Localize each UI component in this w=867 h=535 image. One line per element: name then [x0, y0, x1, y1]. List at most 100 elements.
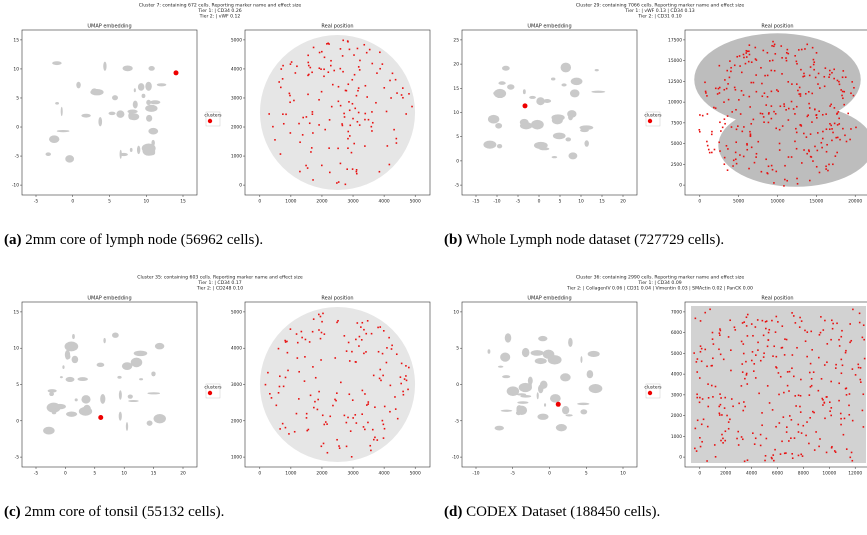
cell-dot — [720, 397, 722, 399]
cell-dot — [341, 123, 343, 125]
cell-dot — [858, 312, 861, 315]
cell-dot — [704, 81, 706, 84]
cell-dot — [713, 106, 715, 109]
cell-dot — [852, 94, 855, 97]
cell-dot — [823, 364, 826, 366]
cell-dot — [382, 423, 385, 426]
umap-cluster — [147, 392, 161, 395]
cell-dot — [307, 61, 310, 64]
cell-dot — [832, 131, 834, 134]
cell-dot — [806, 331, 809, 333]
panel-title: Cluster 29: containing 7066 cells. Repor… — [576, 3, 745, 9]
cell-dot — [348, 48, 351, 51]
cell-dot — [348, 135, 351, 137]
cell-dot — [282, 64, 284, 67]
umap-cluster — [127, 394, 133, 399]
cell-dot — [746, 383, 749, 385]
cell-dot — [808, 179, 811, 182]
cell-dot — [799, 93, 802, 95]
cell-dot — [788, 415, 791, 417]
cell-dot — [827, 169, 829, 172]
cell-dot — [818, 356, 820, 359]
cell-dot — [825, 451, 828, 454]
y-tick-label: -5 — [15, 455, 20, 461]
cell-dot — [309, 66, 312, 69]
cell-dot — [859, 367, 862, 369]
umap-cluster — [66, 411, 78, 417]
cell-dot — [853, 86, 855, 89]
umap-cluster — [518, 382, 532, 393]
cell-dot — [819, 331, 822, 334]
cell-dot — [379, 368, 382, 371]
subplot-title: Real position — [761, 296, 793, 302]
umap-cluster — [64, 341, 79, 352]
cell-dot — [306, 429, 309, 432]
cell-dot — [783, 105, 786, 108]
cell-dot — [711, 364, 713, 367]
panel-title: Tier 1: | CD34 0.26 — [197, 8, 241, 14]
cell-dot — [769, 60, 771, 62]
umap-cluster — [493, 90, 503, 96]
cell-dot — [352, 417, 354, 419]
cell-dot — [807, 91, 810, 93]
subplot-title: Real position — [761, 24, 793, 30]
cell-dot — [330, 105, 333, 108]
umap-cluster — [500, 409, 513, 412]
cell-dot — [725, 87, 728, 90]
cell-dot — [701, 114, 704, 117]
cell-dot — [720, 130, 722, 132]
cell-dot — [828, 128, 831, 131]
cell-dot — [719, 334, 721, 336]
cell-dot — [796, 177, 798, 180]
cell-dot — [744, 377, 746, 380]
cell-dot — [713, 148, 716, 151]
cell-dot — [284, 426, 287, 429]
cell-dot — [699, 320, 702, 322]
cell-dot — [786, 48, 789, 51]
umap-cluster — [56, 129, 70, 133]
y-tick-label: 0 — [239, 183, 242, 189]
cell-dot — [762, 334, 765, 337]
cell-dot — [278, 81, 280, 83]
cell-dot — [355, 338, 357, 341]
cell-dot — [809, 362, 812, 365]
cell-dot — [330, 64, 332, 67]
umap-cluster — [586, 370, 594, 379]
cell-dot — [364, 393, 366, 395]
cell-dot — [388, 163, 391, 166]
umap-cluster — [591, 90, 606, 93]
cell-dot — [367, 421, 369, 424]
cell-dot — [838, 382, 840, 385]
cell-dot — [840, 335, 843, 338]
cell-dot — [390, 348, 393, 350]
cell-dot — [783, 185, 785, 187]
cell-dot — [355, 170, 358, 173]
cell-dot — [850, 339, 853, 342]
cell-dot — [729, 418, 731, 421]
umap-cluster — [133, 88, 136, 93]
cell-dot — [707, 405, 710, 408]
cell-dot — [745, 56, 748, 58]
cell-dot — [312, 318, 315, 320]
cell-dot — [765, 320, 768, 322]
cell-dot — [318, 98, 320, 101]
cell-dot — [791, 457, 794, 460]
caption: (d) CODEX Dataset (188450 cells). — [444, 504, 660, 520]
cell-dot — [322, 312, 324, 315]
cell-dot — [332, 404, 334, 407]
cell-dot — [832, 322, 834, 325]
cell-dot — [797, 394, 800, 397]
cell-dot — [752, 81, 755, 84]
x-tick-label: 10000 — [771, 199, 785, 205]
cell-dot — [337, 319, 339, 322]
umap-cluster — [117, 375, 122, 379]
cell-dot — [829, 105, 831, 107]
cell-dot — [321, 414, 324, 417]
cell-dot — [762, 356, 765, 358]
umap-cluster — [550, 77, 556, 81]
cell-dot — [357, 87, 360, 89]
cell-dot — [724, 122, 726, 125]
umap-cluster — [149, 100, 161, 105]
y-tick-label: 1000 — [231, 154, 242, 160]
cell-dot — [732, 405, 734, 408]
